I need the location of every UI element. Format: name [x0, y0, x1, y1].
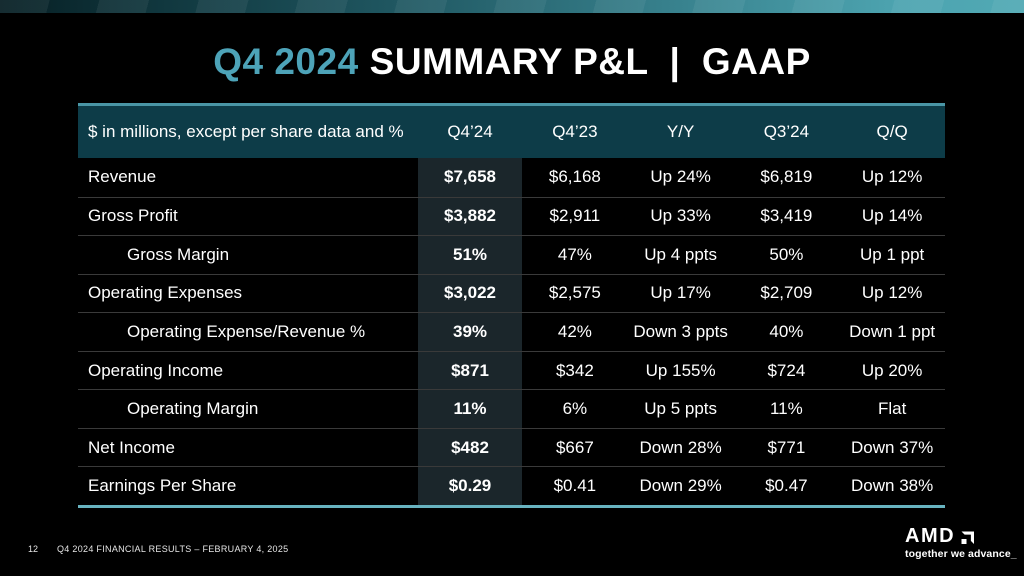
value-cell: Down 37%: [851, 437, 934, 457]
value-cell: $342: [555, 360, 594, 380]
page-number: 12: [28, 544, 39, 554]
value-cell: $0.47: [765, 476, 808, 496]
value-q4-24: $7,658: [418, 158, 522, 197]
footer-text: Q4 2024 FINANCIAL RESULTS – FEBRUARY 4, …: [57, 544, 289, 554]
value-q4-24: $3,882: [418, 197, 522, 236]
value-q4-24: 51%: [418, 236, 522, 274]
column-header: Q3’24: [763, 122, 810, 141]
value-q4-24: 39%: [418, 313, 522, 351]
value-cell: Up 4 ppts: [644, 244, 717, 264]
table-row: Operating Margin 11% 6% Up 5 ppts 11% Flat: [78, 389, 945, 428]
column-header: Q4’24: [447, 122, 493, 141]
column-header: Y/Y: [666, 122, 695, 141]
table-row: Gross Profit $3,882 $2,911 Up 33% $3,419 Up 1…: [78, 196, 945, 236]
value-cell: $2,911: [549, 206, 601, 226]
value-cell: Up 20%: [861, 360, 923, 380]
row-label: Net Income: [88, 437, 175, 457]
value-cell: Down 38%: [851, 476, 934, 496]
top-gradient-bar: [0, 0, 1024, 13]
value-cell: $6,819: [760, 167, 813, 187]
amd-arrow-icon: [959, 529, 975, 544]
table-row: Earnings Per Share $0.29 $0.41 Down 29% $0.4…: [78, 466, 945, 505]
value-cell: 40%: [769, 321, 804, 341]
table-row: Operating Expense/Revenue % 39% 42% Down 3 …: [78, 312, 945, 351]
table-row: Operating Expenses $3,022 $2,575 Up 17% $2,7…: [78, 273, 945, 313]
value-cell: $724: [767, 360, 806, 380]
value-cell: Up 14%: [861, 206, 923, 226]
value-cell: $2,575: [548, 283, 601, 303]
value-cell: 50%: [769, 244, 804, 264]
table-body: Revenue $7,658 $6,168 Up 24% $6,819 Up 12% Gro…: [78, 158, 945, 505]
pnl-table: $ in millions, except per share data and…: [78, 103, 945, 508]
amd-tagline: together we advance_: [905, 548, 1017, 560]
value-cell: Down 28%: [639, 437, 722, 457]
value-q4-24: $0.29: [418, 467, 522, 505]
value-cell: $771: [767, 437, 806, 457]
value-cell: $0.41: [553, 476, 597, 496]
row-label: Earnings Per Share: [88, 476, 237, 496]
value-cell: $3,419: [760, 206, 813, 226]
row-label: Operating Expenses: [88, 283, 243, 303]
page-title: Q4 2024 SUMMARY P&L | GAAP: [0, 40, 1024, 84]
value-cell: Down 1 ppt: [849, 321, 936, 341]
table-header-row: $ in millions, except per share data and…: [78, 106, 945, 158]
page-title-rest: SUMMARY P&L | GAAP: [369, 41, 811, 82]
table-row: Net Income $482 $667 Down 28% $771 Down 37%: [78, 427, 945, 467]
amd-logo: AMD together we advance_: [905, 526, 1017, 560]
value-cell: 42%: [557, 321, 592, 341]
table-row: Gross Margin 51% 47% Up 4 ppts 50% Up 1 ppt: [78, 235, 945, 274]
value-q4-24: $3,022: [418, 274, 522, 313]
column-header: Q4’23: [552, 122, 598, 141]
value-cell: Up 24%: [650, 167, 711, 187]
value-q4-24: $871: [418, 351, 522, 390]
row-label: Operating Income: [88, 360, 224, 380]
table-row: Revenue $7,658 $6,168 Up 24% $6,819 Up 12%: [78, 158, 945, 197]
value-cell: 11%: [769, 399, 803, 419]
value-cell: $667: [555, 437, 594, 457]
column-header: Q/Q: [876, 122, 908, 141]
value-cell: Up 12%: [861, 283, 923, 303]
value-cell: $6,168: [548, 167, 601, 187]
row-label: Operating Expense/Revenue %: [127, 321, 366, 341]
value-cell: $2,709: [760, 283, 813, 303]
row-label: Gross Profit: [88, 206, 178, 226]
value-cell: Flat: [877, 399, 907, 419]
value-cell: Up 12%: [861, 167, 923, 187]
value-q4-24: $482: [418, 428, 522, 467]
value-cell: 47%: [557, 244, 592, 264]
value-cell: Up 1 ppt: [859, 244, 925, 264]
value-cell: Up 17%: [650, 283, 711, 303]
value-cell: Up 155%: [645, 360, 716, 380]
table-row: Operating Income $871 $342 Up 155% $724 Up 20…: [78, 350, 945, 390]
column-header-caption: $ in millions, except per share data and…: [88, 122, 404, 141]
value-cell: Down 3 ppts: [633, 321, 728, 341]
page-title-accent: Q4 2024: [213, 41, 359, 82]
value-cell: Up 5 ppts: [644, 399, 717, 419]
amd-wordmark: AMD: [905, 525, 956, 547]
value-q4-24: 11%: [418, 390, 522, 428]
row-label: Gross Margin: [127, 244, 230, 264]
row-label: Revenue: [88, 167, 157, 187]
value-cell: 6%: [562, 399, 588, 419]
amd-logo-row: AMD: [905, 526, 1017, 546]
value-cell: Down 29%: [639, 476, 722, 496]
value-cell: Up 33%: [650, 206, 711, 226]
row-label: Operating Margin: [127, 399, 259, 419]
